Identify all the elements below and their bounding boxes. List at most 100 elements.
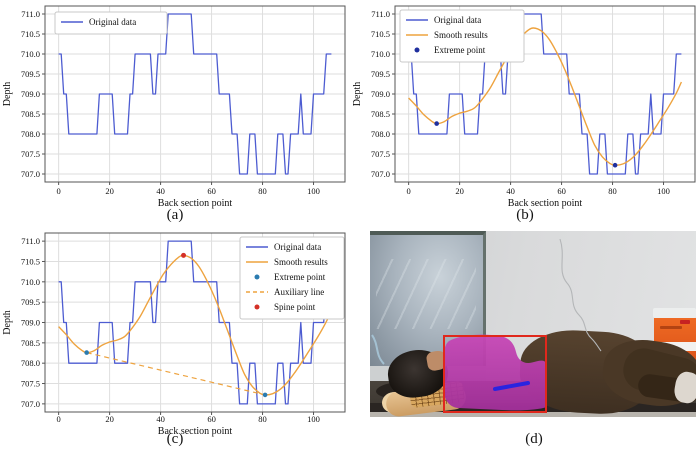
legend-marker-extreme_b: [414, 47, 420, 53]
chart-c-canvas: 0 20 40 60 80 100 707.0 707.5 708.0 708.5 709.0 709…: [2, 232, 346, 437]
y-tick-label: 709.0: [371, 89, 390, 99]
x-tick-label: 40: [506, 186, 514, 196]
spine-layer: [493, 381, 530, 391]
caption-b: (b): [516, 207, 534, 223]
y-tick-label: 709.0: [21, 89, 40, 99]
x-tick-label: 20: [105, 414, 114, 424]
x-tick-label: 60: [207, 186, 216, 196]
y-tick-label: 708.0: [21, 358, 40, 368]
series-group: [58, 240, 333, 405]
legend-label-extreme_c: Extreme point: [274, 272, 326, 282]
y-tick-label: 707.5: [21, 149, 40, 159]
y-tick-label: 710.0: [371, 49, 390, 59]
y-tick-label: 707.0: [21, 169, 40, 179]
series-extreme_b-point: [612, 162, 618, 168]
y-tick-label: 708.0: [21, 129, 40, 139]
chart-b: 0 20 40 60 80 100 707.0 707.5 708.0 708.5 709.0 709…: [350, 0, 700, 215]
x-tick-label: 80: [258, 414, 267, 424]
y-tick-label: 707.0: [371, 169, 390, 179]
detection-box: [443, 335, 547, 413]
y-tick-label: 708.0: [371, 129, 390, 139]
legend: Original data: [54, 11, 168, 35]
x-tick-label: 100: [307, 186, 320, 196]
legend-label-extreme_b: Extreme point: [434, 45, 486, 55]
series-spine-point: [181, 252, 187, 258]
window-glass-streaks: [376, 259, 476, 329]
spine-line: [493, 381, 530, 391]
x-tick-label: 40: [156, 414, 165, 424]
series-extreme_b-point: [434, 121, 439, 126]
x-axis-label: Back section point: [158, 198, 233, 209]
x-tick-label: 0: [57, 186, 61, 196]
legend: Original data Smooth results Extreme point…: [239, 236, 345, 320]
y-tick-label: 708.5: [21, 338, 40, 348]
y-tick-label: 709.5: [21, 297, 40, 307]
x-tick-label: 20: [455, 186, 464, 196]
series-auxiliary: [86, 352, 266, 396]
x-tick-label: 60: [207, 414, 216, 424]
caption-a: (a): [166, 207, 184, 223]
x-tick-label: 80: [608, 186, 617, 196]
y-tick-label: 709.0: [21, 318, 40, 328]
series-extreme_c-point: [84, 350, 89, 355]
series-smooth: [58, 254, 333, 396]
series-group: [58, 13, 332, 175]
y-tick-label: 710.5: [21, 256, 40, 266]
back-mask: [443, 334, 547, 411]
x-tick-label: 80: [258, 186, 267, 196]
segmentation-layer: [443, 334, 547, 411]
y-tick-label: 711.0: [21, 9, 40, 19]
ticks: 0 20 40 60 80 100 707.0 707.5 708.0 708.5 709.0 709…: [21, 236, 320, 424]
y-tick-label: 707.5: [371, 149, 390, 159]
y-tick-label: 707.5: [21, 379, 40, 389]
legend-marker-spine: [254, 304, 260, 310]
y-axis-label: Depth: [2, 310, 13, 334]
legend-label-original: Original data: [434, 15, 481, 25]
series-group: [408, 13, 683, 175]
legend-box: [54, 11, 168, 35]
y-tick-label: 708.5: [371, 109, 390, 119]
y-axis-label: Depth: [2, 82, 13, 106]
caption-d: (d): [525, 431, 543, 447]
legend-box: [399, 9, 525, 63]
legend-box: [239, 236, 345, 320]
y-tick-label: 711.0: [371, 9, 390, 19]
x-tick-label: 40: [156, 186, 165, 196]
y-tick-label: 709.5: [371, 69, 390, 79]
cabinet-handle: [660, 326, 682, 329]
x-axis-label: Back section point: [508, 198, 583, 209]
series-original: [408, 13, 682, 175]
legend: Original data Smooth results Extreme point: [399, 9, 525, 63]
y-tick-label: 707.0: [21, 399, 40, 409]
legend-label-spine: Spine point: [274, 302, 316, 312]
wall-details: [371, 238, 602, 365]
ticks: 0 20 40 60 80 100 707.0 707.5 708.0 708.5 709.0 709…: [371, 9, 670, 196]
x-tick-label: 100: [657, 186, 670, 196]
y-axis-label: Depth: [352, 82, 363, 106]
legend-label-smooth: Smooth results: [274, 257, 328, 267]
y-tick-label: 711.0: [21, 236, 40, 246]
chart-c: 0 20 40 60 80 100 707.0 707.5 708.0 708.5 709.0 709…: [0, 222, 350, 443]
y-tick-label: 710.5: [371, 29, 390, 39]
cable: [371, 334, 385, 365]
wall-crack: [559, 238, 602, 352]
caption-c: (c): [166, 431, 184, 447]
series-smooth: [408, 27, 683, 166]
series-extreme_c-point: [262, 392, 268, 398]
chart-b-canvas: 0 20 40 60 80 100 707.0 707.5 708.0 708.5 709.0 709…: [352, 5, 696, 209]
y-tick-label: 709.5: [21, 69, 40, 79]
legend-label-original: Original data: [89, 17, 136, 27]
x-tick-label: 20: [105, 186, 114, 196]
legend-label-original: Original data: [274, 242, 321, 252]
ticks: 0 20 40 60 80 100 707.0 707.5 708.0 708.5 709.0 709…: [21, 9, 320, 196]
chart-a-canvas: 0 20 40 60 80 100 707.0 707.5 708.0 708.5 709.0 709…: [2, 5, 346, 209]
photo-panel: [370, 231, 696, 417]
y-tick-label: 710.0: [21, 277, 40, 287]
x-tick-label: 0: [407, 186, 411, 196]
legend-label-smooth: Smooth results: [434, 30, 488, 40]
legend-label-auxiliary: Auxiliary line: [274, 287, 324, 297]
cabinet-logo: [680, 320, 690, 324]
x-tick-label: 0: [57, 414, 61, 424]
y-tick-label: 710.5: [21, 29, 40, 39]
